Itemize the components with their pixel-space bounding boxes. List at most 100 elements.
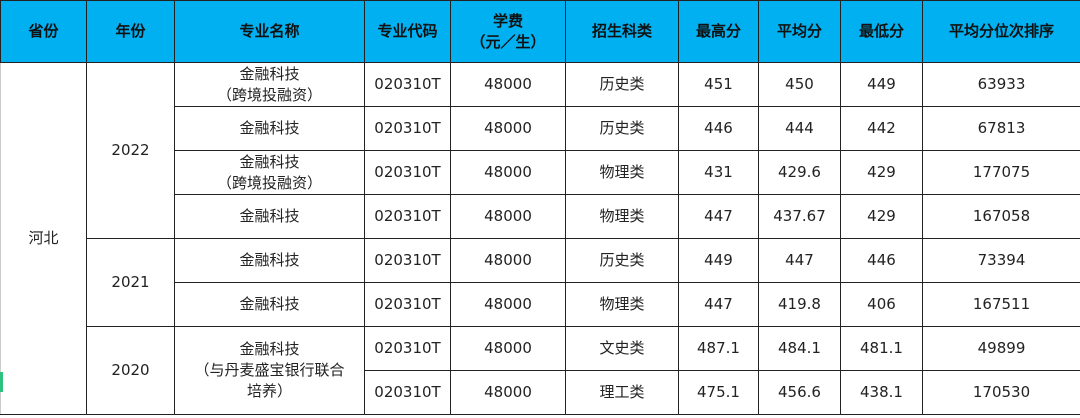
major-name-cell: 金融科技 （跨境投融资） <box>174 62 365 107</box>
min-score-cell: 449 <box>840 62 923 107</box>
fee-cell: 48000 <box>450 194 566 239</box>
avg-score-cell: 484.1 <box>758 326 841 371</box>
major-code-cell: 020310T <box>364 194 451 239</box>
max-score-cell: 487.1 <box>678 326 759 371</box>
major-name-cell: 金融科技 <box>174 238 365 283</box>
avg-score-cell: 450 <box>758 62 841 107</box>
min-score-cell: 438.1 <box>840 370 923 415</box>
header-major-code: 专业代码 <box>364 0 451 63</box>
max-score-cell: 446 <box>678 106 759 151</box>
major-name-cell: 金融科技 <box>174 106 365 151</box>
major-code-cell: 020310T <box>364 326 451 371</box>
header-avg: 平均分 <box>758 0 841 63</box>
major-name-cell: 金融科技 （跨境投融资） <box>174 150 365 195</box>
year-cell: 2022 <box>86 62 175 239</box>
max-score-cell: 447 <box>678 282 759 327</box>
avg-score-cell: 429.6 <box>758 150 841 195</box>
table-row: 2021 金融科技 020310T 48000 历史类 449 447 446 73394 <box>1 238 1080 327</box>
province-cell: 河北 <box>0 62 87 415</box>
rank-cell: 167511 <box>922 282 1080 327</box>
rank-cell: 170530 <box>922 370 1080 415</box>
fee-cell: 48000 <box>450 370 566 415</box>
major-code-cell: 020310T <box>364 150 451 195</box>
header-province: 省份 <box>0 0 87 63</box>
major-code-cell: 020310T <box>364 238 451 283</box>
fee-cell: 48000 <box>450 62 566 107</box>
avg-score-cell: 444 <box>758 106 841 151</box>
major-code-cell: 020310T <box>364 106 451 151</box>
min-score-cell: 446 <box>840 238 923 283</box>
avg-score-cell: 419.8 <box>758 282 841 327</box>
fee-cell: 48000 <box>450 326 566 371</box>
rank-cell: 63933 <box>922 62 1080 107</box>
table-row: 金融科技 020310T 48000 物理类 447 419.8 406 167511 <box>1 282 1080 327</box>
rank-cell: 167058 <box>922 194 1080 239</box>
table-row: 金融科技 020310T 48000 物理类 447 437.67 429 167058 <box>1 194 1080 239</box>
min-score-cell: 481.1 <box>840 326 923 371</box>
major-name: 金融科技 <box>239 119 300 137</box>
table-row: 020310T 48000 理工类 475.1 456.6 438.1 170530 <box>1 370 1080 415</box>
major-code-cell: 020310T <box>364 282 451 327</box>
header-category: 招生科类 <box>565 0 679 63</box>
major-code-cell: 020310T <box>364 62 451 107</box>
min-score-cell: 442 <box>840 106 923 151</box>
max-score-cell: 447 <box>678 194 759 239</box>
header-major-name: 专业名称 <box>174 0 365 63</box>
fee-cell: 48000 <box>450 150 566 195</box>
table-row: 河北 2022 金融科技 （跨境投融资） 020310T 48000 历史类 451 450 44… <box>0 62 1080 415</box>
major-name-cell: 金融科技 <box>174 194 365 239</box>
major-name: 金融科技 <box>239 251 300 269</box>
major-name: 金融科技 <box>239 340 300 358</box>
major-note: （与丹麦盛宝银行联合 <box>194 361 345 379</box>
header-fee-line2: （元／生） <box>470 32 546 51</box>
major-code-cell: 020310T <box>364 370 451 415</box>
max-score-cell: 431 <box>678 150 759 195</box>
header-row: 省份 年份 专业名称 专业代码 学费 （元／生） 招生科类 最高分 平均分 最低分… <box>0 0 1080 63</box>
year-cell: 2021 <box>86 238 175 327</box>
min-score-cell: 406 <box>840 282 923 327</box>
category-cell: 理工类 <box>565 370 679 415</box>
max-score-cell: 475.1 <box>678 370 759 415</box>
header-max: 最高分 <box>678 0 759 63</box>
year-cell: 2020 <box>86 326 175 415</box>
avg-score-cell: 437.67 <box>758 194 841 239</box>
avg-score-cell: 447 <box>758 238 841 283</box>
header-min: 最低分 <box>840 0 923 63</box>
major-name: 金融科技 <box>239 64 300 83</box>
edge-marker <box>0 372 3 392</box>
table-row: 金融科技 （跨境投融资） 020310T 48000 物理类 431 429.6 429 177… <box>1 150 1080 195</box>
fee-cell: 48000 <box>450 282 566 327</box>
category-cell: 历史类 <box>565 106 679 151</box>
fee-cell: 48000 <box>450 238 566 283</box>
major-name-cell: 金融科技 <box>174 282 365 327</box>
header-year: 年份 <box>86 0 175 63</box>
major-note: （跨境投融资） <box>216 85 322 104</box>
major-note: 培养） <box>246 382 292 400</box>
min-score-cell: 429 <box>840 150 923 195</box>
major-name: 金融科技 <box>239 295 300 313</box>
rank-cell: 67813 <box>922 106 1080 151</box>
major-name-cell: 金融科技 （与丹麦盛宝银行联合 培养） <box>174 326 365 415</box>
category-cell: 历史类 <box>565 238 679 283</box>
category-cell: 物理类 <box>565 282 679 327</box>
major-name: 金融科技 <box>239 152 300 171</box>
max-score-cell: 449 <box>678 238 759 283</box>
category-cell: 文史类 <box>565 326 679 371</box>
major-name: 金融科技 <box>239 207 300 225</box>
rank-cell: 49899 <box>922 326 1080 371</box>
avg-score-cell: 456.6 <box>758 370 841 415</box>
category-cell: 历史类 <box>565 62 679 107</box>
header-rank: 平均分位次排序 <box>922 0 1080 63</box>
table-row: 2020 金融科技 （与丹麦盛宝银行联合 培养） 020310T 48000 文史类 487.… <box>1 326 1080 415</box>
header-fee: 学费 （元／生） <box>450 0 566 63</box>
major-note: （跨境投融资） <box>216 173 322 192</box>
header-fee-line1: 学费 <box>492 11 523 30</box>
max-score-cell: 451 <box>678 62 759 107</box>
rank-cell: 177075 <box>922 150 1080 195</box>
fee-cell: 48000 <box>450 106 566 151</box>
category-cell: 物理类 <box>565 150 679 195</box>
category-cell: 物理类 <box>565 194 679 239</box>
table-row: 金融科技 020310T 48000 历史类 446 444 442 67813 <box>1 106 1080 151</box>
rank-cell: 73394 <box>922 238 1080 283</box>
